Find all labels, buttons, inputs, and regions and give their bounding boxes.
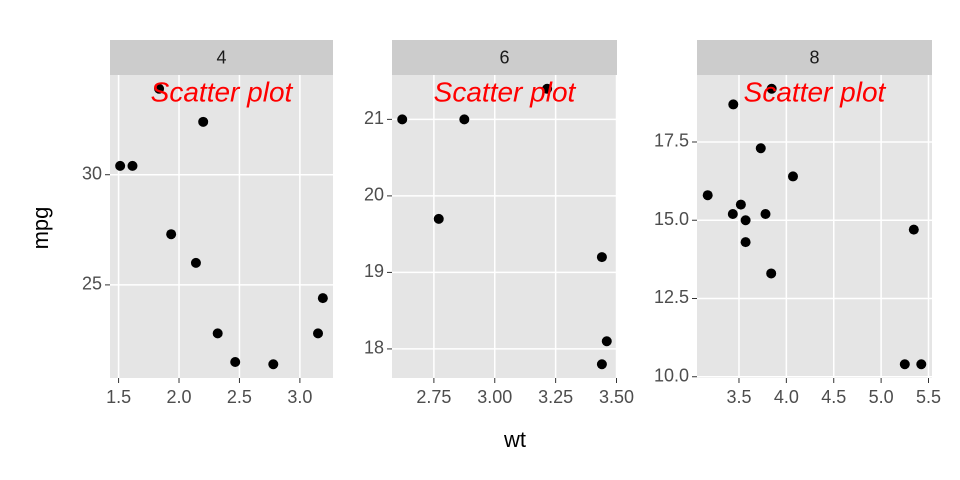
x-tick-label: 3.00: [477, 387, 512, 407]
x-tick-label: 2.0: [166, 387, 191, 407]
point: [766, 83, 777, 94]
annotation: Scatter plot: [151, 76, 294, 107]
x-tick-label: 1.5: [106, 387, 131, 407]
y-tick-label: 17.5: [654, 131, 689, 151]
point: [916, 359, 927, 370]
annotation: Scatter plot: [744, 76, 887, 107]
point: [727, 208, 738, 219]
point: [313, 328, 324, 339]
x-tick-label: 2.75: [416, 387, 451, 407]
point: [601, 336, 612, 347]
point: [899, 359, 910, 370]
strip: [392, 40, 617, 75]
x-axis-label: wt: [503, 427, 526, 452]
x-tick-label: 3.0: [287, 387, 312, 407]
point: [908, 224, 919, 235]
x-tick-label: 3.25: [538, 387, 573, 407]
y-tick-label: 10.0: [654, 365, 689, 385]
x-tick-label: 5.0: [869, 387, 894, 407]
point: [766, 268, 777, 279]
point: [755, 143, 766, 154]
point: [760, 208, 771, 219]
y-tick-label: 12.5: [654, 287, 689, 307]
point: [542, 83, 553, 94]
point: [459, 114, 470, 125]
x-tick-label: 3.5: [726, 387, 751, 407]
point: [787, 171, 798, 182]
point: [212, 328, 223, 339]
point: [702, 190, 713, 201]
y-tick-label: 25: [82, 274, 102, 294]
y-tick-label: 21: [364, 108, 384, 128]
point: [397, 114, 408, 125]
y-tick-label: 19: [364, 261, 384, 281]
point: [154, 83, 165, 94]
y-tick-label: 30: [82, 163, 102, 183]
point: [190, 257, 201, 268]
strip: [697, 40, 932, 75]
point: [735, 199, 746, 210]
x-tick-label: 4.0: [774, 387, 799, 407]
strip-label: 4: [216, 47, 226, 67]
point: [433, 213, 444, 224]
point: [740, 215, 751, 226]
panel-background: [110, 75, 333, 378]
point: [728, 99, 739, 110]
y-tick-label: 18: [364, 338, 384, 358]
point: [268, 359, 279, 370]
x-tick-label: 4.5: [821, 387, 846, 407]
point: [596, 252, 607, 263]
strip-label: 8: [809, 47, 819, 67]
annotation: Scatter plot: [434, 76, 577, 107]
point: [596, 359, 607, 370]
point: [317, 293, 328, 304]
panel-background: [697, 75, 932, 378]
x-tick-label: 3.50: [599, 387, 634, 407]
point: [198, 116, 209, 127]
panel-background: [392, 75, 617, 378]
point: [740, 237, 751, 248]
strip: [110, 40, 333, 75]
strip-label: 6: [499, 47, 509, 67]
point: [115, 160, 126, 171]
y-tick-label: 20: [364, 185, 384, 205]
point: [166, 229, 177, 240]
point: [127, 160, 138, 171]
point: [230, 357, 241, 368]
x-tick-label: 5.5: [916, 387, 941, 407]
y-axis-label: mpg: [28, 207, 53, 250]
x-tick-label: 2.5: [227, 387, 252, 407]
y-tick-label: 15.0: [654, 209, 689, 229]
